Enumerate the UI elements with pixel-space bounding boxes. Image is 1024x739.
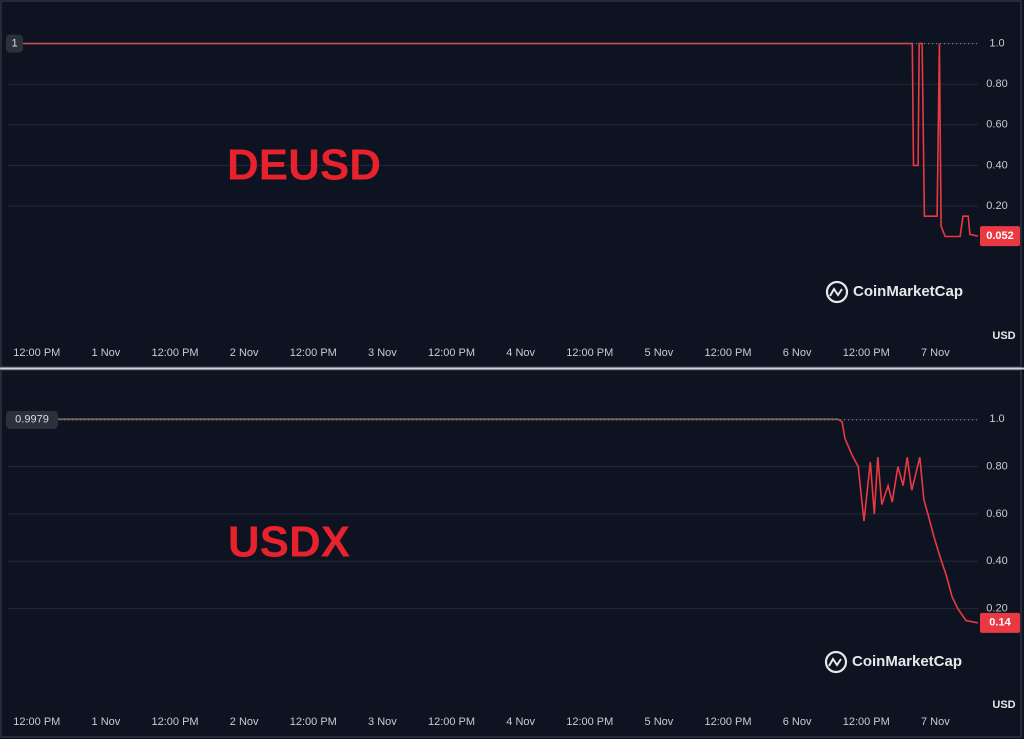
x-tick-label: 4 Nov (506, 347, 535, 359)
y-tick-label: 0.40 (986, 555, 1007, 567)
x-tick-label: 5 Nov (645, 716, 674, 728)
watermark-logo (824, 650, 848, 674)
chart-title: DEUSD (227, 141, 381, 190)
last-value-text: 0.14 (989, 617, 1011, 629)
watermark-logo (829, 287, 843, 297)
baseline-label-box (6, 410, 58, 429)
watermark-logo (825, 280, 849, 304)
chart-title: USDX (228, 518, 350, 567)
y-unit: USD (992, 330, 1015, 342)
x-tick-label: 12:00 PM (13, 347, 60, 359)
x-tick-label: 12:00 PM (290, 347, 337, 359)
y-tick-label: 0.20 (986, 200, 1007, 212)
panel-border (0, 369, 1022, 738)
x-tick-label: 12:00 PM (151, 347, 198, 359)
panel-border (0, 0, 1022, 368)
price-line (8, 419, 978, 624)
x-tick-label: 12:00 PM (566, 716, 613, 728)
y-tick-label: 0.80 (986, 461, 1007, 473)
x-tick-label: 12:00 PM (566, 347, 613, 359)
x-tick-label: 7 Nov (921, 716, 950, 728)
watermark-text: CoinMarketCap (853, 283, 963, 300)
x-tick-label: 12:00 PM (151, 716, 198, 728)
x-tick-label: 12:00 PM (704, 347, 751, 359)
y-tick-label: 1.0 (989, 37, 1004, 49)
x-tick-label: 3 Nov (368, 716, 397, 728)
x-tick-label: 12:00 PM (704, 716, 751, 728)
x-tick-label: 6 Nov (783, 347, 812, 359)
y-tick-label: 0.20 (986, 603, 1007, 615)
baseline-label: 0.9979 (6, 410, 58, 429)
x-tick-label: 12:00 PM (290, 716, 337, 728)
x-tick-label: 2 Nov (230, 347, 259, 359)
x-tick-label: 12:00 PM (428, 716, 475, 728)
baseline-label: 1 (6, 34, 23, 53)
x-tick-label: 12:00 PM (13, 716, 60, 728)
x-tick-label: 12:00 PM (843, 347, 890, 359)
x-tick-label: 12:00 PM (428, 347, 475, 359)
y-tick-label: 0.60 (986, 508, 1007, 520)
price-line (8, 42, 978, 238)
x-tick-label: 1 Nov (92, 347, 121, 359)
x-tick-label: 12:00 PM (843, 716, 890, 728)
x-tick-label: 1 Nov (92, 716, 121, 728)
y-tick-label: 1.0 (989, 413, 1004, 425)
y-tick-label: 0.80 (986, 78, 1007, 90)
last-value-box (980, 612, 1020, 633)
watermark-logo (828, 657, 842, 667)
y-unit: USD (992, 699, 1015, 711)
watermark: CoinMarketCap (824, 650, 962, 674)
x-tick-label: 3 Nov (368, 347, 397, 359)
x-tick-label: 5 Nov (645, 347, 674, 359)
x-tick-label: 6 Nov (783, 716, 812, 728)
watermark: CoinMarketCap (825, 280, 963, 304)
last-value-text: 0.052 (986, 230, 1014, 242)
x-tick-label: 2 Nov (230, 716, 259, 728)
x-tick-label: 4 Nov (506, 716, 535, 728)
baseline-label-box (6, 34, 23, 53)
x-tick-label: 7 Nov (921, 347, 950, 359)
y-tick-label: 0.40 (986, 159, 1007, 171)
y-tick-label: 0.60 (986, 119, 1007, 131)
baseline-label-text: 1 (11, 37, 17, 49)
watermark-text: CoinMarketCap (852, 653, 962, 670)
last-value-box (980, 226, 1020, 247)
baseline-label-text: 0.9979 (15, 414, 49, 426)
